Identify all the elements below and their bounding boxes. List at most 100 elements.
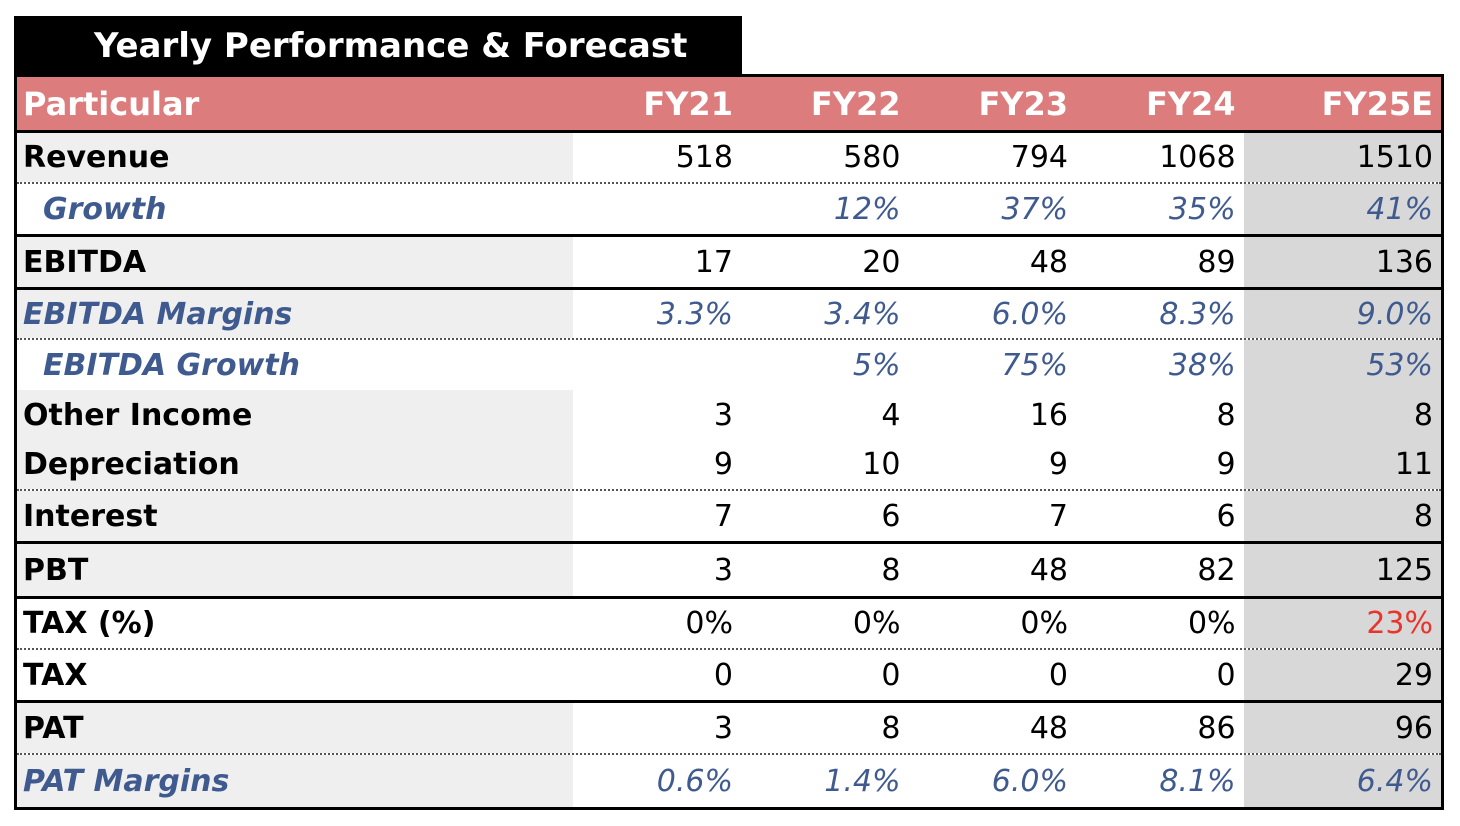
cell-fy25e: 53%: [1243, 340, 1442, 390]
cell-fy21: 3: [573, 703, 741, 753]
cell-fy21: 17: [573, 237, 741, 287]
cell-fy24: 0: [1076, 650, 1244, 700]
cell-fy22: 580: [740, 133, 909, 182]
row-tax: TAX 0 0 0 0 29: [17, 650, 1441, 703]
cell-fy21: 518: [573, 133, 741, 182]
cell-fy25e: 1510: [1243, 133, 1441, 182]
cell-fy23: 37%: [908, 184, 1077, 234]
cell-fy22: 5%: [740, 340, 909, 390]
cell-fy21: 0.6%: [573, 755, 741, 807]
row-label: Growth: [17, 184, 574, 234]
header-fy24: FY24: [1076, 77, 1244, 130]
cell-fy25e: 6.4%: [1243, 755, 1441, 807]
row-label: TAX (%): [17, 599, 574, 648]
cell-fy25e: 136: [1243, 237, 1441, 287]
row-ebitda-growth: EBITDA Growth 5% 75% 38% 53%: [17, 340, 1442, 390]
cell-fy22: 1.4%: [740, 755, 909, 807]
cell-fy23: 48: [908, 544, 1077, 596]
cell-fy21: [573, 340, 741, 390]
cell-fy23: 9: [908, 440, 1077, 489]
cell-fy25e: 41%: [1243, 184, 1442, 234]
cell-fy24: 9: [1076, 440, 1244, 489]
row-pbt: PBT 3 8 48 82 125: [17, 544, 1441, 599]
cell-fy23: 16: [908, 390, 1077, 440]
cell-fy25e: 23%: [1243, 599, 1441, 648]
row-label: EBITDA Growth: [17, 340, 574, 390]
row-label: PAT Margins: [17, 755, 574, 807]
row-tax-percent: TAX (%) 0% 0% 0% 0% 23%: [17, 599, 1441, 650]
cell-fy23: 48: [908, 237, 1077, 287]
cell-fy22: 20: [740, 237, 909, 287]
row-label: TAX: [17, 650, 574, 700]
row-label: PAT: [17, 703, 574, 753]
row-label: Other Income: [17, 390, 574, 440]
cell-fy22: 8: [740, 703, 909, 753]
cell-fy21: 9: [573, 440, 741, 489]
row-revenue: Revenue 518 580 794 1068 1510: [17, 133, 1441, 184]
header-particular: Particular: [17, 77, 574, 130]
cell-fy25e: 125: [1243, 544, 1441, 596]
cell-fy25e: 8: [1243, 390, 1441, 440]
cell-fy25e: 9.0%: [1243, 290, 1441, 338]
cell-fy25e: 8: [1243, 491, 1441, 541]
row-label: Depreciation: [17, 440, 574, 489]
cell-fy21: 3.3%: [573, 290, 741, 338]
cell-fy21: 0%: [573, 599, 741, 648]
header-fy22: FY22: [740, 77, 909, 130]
cell-fy24: 8.3%: [1076, 290, 1244, 338]
cell-fy24: 0%: [1076, 599, 1244, 648]
cell-fy24: 89: [1076, 237, 1244, 287]
cell-fy22: 0: [740, 650, 909, 700]
row-label: EBITDA Margins: [17, 290, 574, 338]
cell-fy25e: 96: [1243, 703, 1441, 753]
row-label: Revenue: [17, 133, 574, 182]
header-fy21: FY21: [573, 77, 741, 130]
row-ebitda: EBITDA 17 20 48 89 136: [17, 237, 1441, 290]
cell-fy25e: 29: [1243, 650, 1441, 700]
cell-fy23: 0: [908, 650, 1077, 700]
table-title: Yearly Performance & Forecast: [14, 16, 742, 74]
cell-fy23: 7: [908, 491, 1077, 541]
row-label: PBT: [17, 544, 574, 596]
cell-fy24: 6: [1076, 491, 1244, 541]
cell-fy21: 3: [573, 544, 741, 596]
cell-fy23: 48: [908, 703, 1077, 753]
cell-fy22: 3.4%: [740, 290, 909, 338]
performance-table: Particular FY21 FY22 FY23 FY24 FY25E Rev…: [14, 74, 1444, 810]
header-fy23: FY23: [908, 77, 1077, 130]
cell-fy21: 0: [573, 650, 741, 700]
row-label: EBITDA: [17, 237, 574, 287]
cell-fy23: 6.0%: [908, 290, 1077, 338]
cell-fy24: 8.1%: [1076, 755, 1244, 807]
cell-fy23: 75%: [908, 340, 1077, 390]
cell-fy22: 10: [740, 440, 909, 489]
cell-fy21: [573, 184, 741, 234]
header-fy25e: FY25E: [1243, 77, 1441, 130]
cell-fy22: 0%: [740, 599, 909, 648]
header-row: Particular FY21 FY22 FY23 FY24 FY25E: [17, 77, 1441, 133]
row-growth: Growth 12% 37% 35% 41%: [17, 184, 1442, 237]
cell-fy23: 6.0%: [908, 755, 1077, 807]
cell-fy24: 38%: [1076, 340, 1244, 390]
row-pat-margins: PAT Margins 0.6% 1.4% 6.0% 8.1% 6.4%: [17, 755, 1441, 807]
cell-fy24: 82: [1076, 544, 1244, 596]
cell-fy21: 3: [573, 390, 741, 440]
cell-fy23: 794: [908, 133, 1077, 182]
row-interest: Interest 7 6 7 6 8: [17, 491, 1441, 544]
cell-fy22: 6: [740, 491, 909, 541]
row-pat: PAT 3 8 48 86 96: [17, 703, 1441, 755]
cell-fy22: 8: [740, 544, 909, 596]
row-ebitda-margins: EBITDA Margins 3.3% 3.4% 6.0% 8.3% 9.0%: [17, 290, 1441, 340]
cell-fy24: 1068: [1076, 133, 1244, 182]
cell-fy24: 35%: [1076, 184, 1244, 234]
row-other-income: Other Income 3 4 16 8 8: [17, 390, 1441, 440]
row-depreciation: Depreciation 9 10 9 9 11: [17, 440, 1441, 491]
cell-fy24: 8: [1076, 390, 1244, 440]
cell-fy21: 7: [573, 491, 741, 541]
cell-fy23: 0%: [908, 599, 1077, 648]
cell-fy22: 12%: [740, 184, 909, 234]
cell-fy22: 4: [740, 390, 909, 440]
cell-fy25e: 11: [1243, 440, 1441, 489]
row-label: Interest: [17, 491, 574, 541]
cell-fy24: 86: [1076, 703, 1244, 753]
